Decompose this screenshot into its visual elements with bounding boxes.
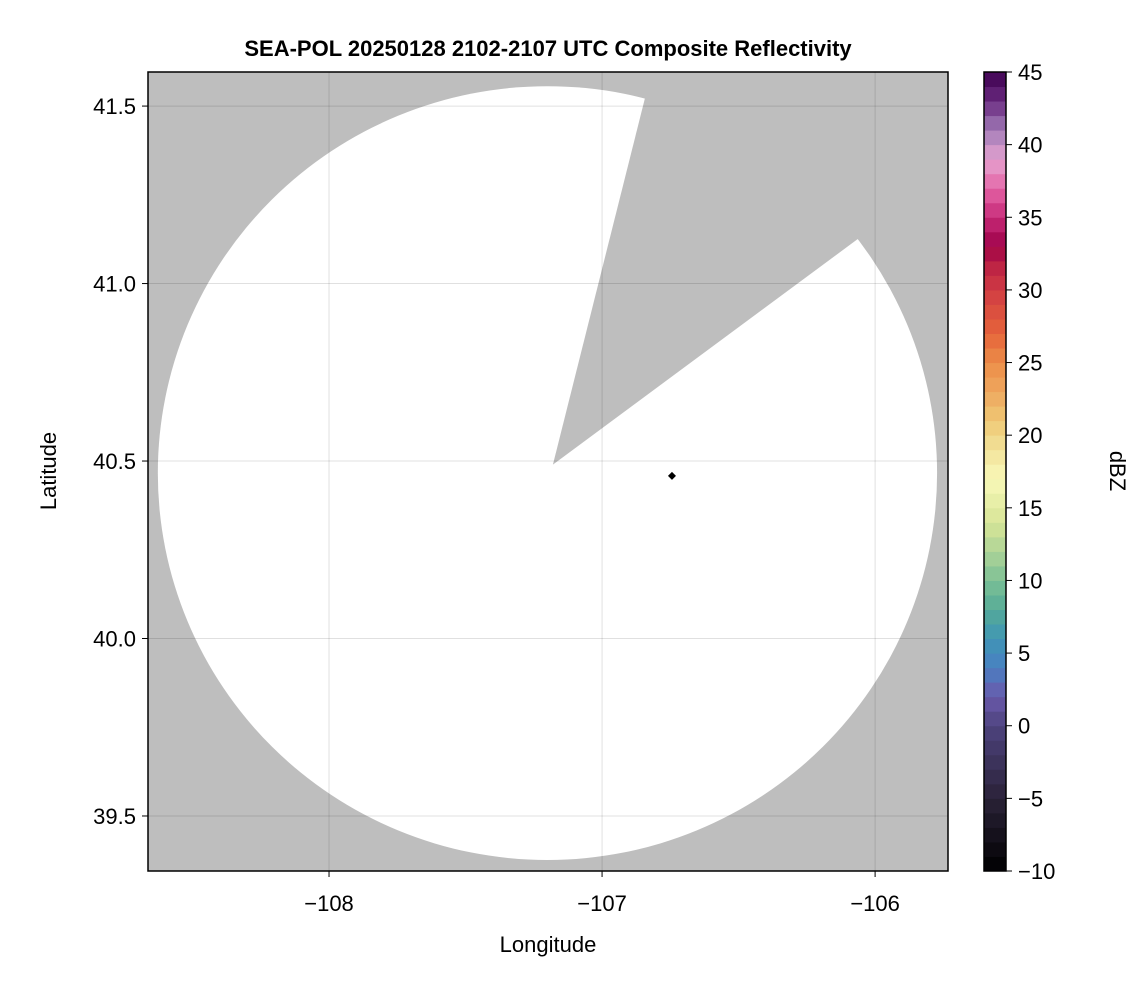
plot-frame	[147, 71, 949, 872]
colorbar-segment	[984, 594, 1006, 611]
y-tick-label: 41.0	[93, 272, 136, 297]
colorbar-segment	[984, 624, 1006, 640]
colorbar-tick-label: 10	[1018, 568, 1042, 593]
colorbar-frame	[983, 71, 1007, 872]
x-tick-label: −107	[577, 891, 627, 916]
colorbar-segment	[984, 551, 1006, 567]
colorbar-segment	[984, 115, 1006, 131]
colorbar-segment	[984, 769, 1006, 785]
colorbar-segment	[984, 609, 1006, 625]
colorbar-segment	[984, 638, 1006, 654]
colorbar-segment	[984, 493, 1006, 509]
colorbar-segment	[984, 449, 1006, 465]
colorbar-segment	[984, 827, 1006, 843]
colorbar-tick-label: 45	[1018, 60, 1042, 85]
plot-area	[147, 71, 949, 872]
colorbar-tick-label: 15	[1018, 496, 1042, 521]
colorbar-tick-label: −5	[1018, 786, 1043, 811]
colorbar-segment	[984, 391, 1006, 407]
colorbar-segment	[984, 246, 1006, 262]
colorbar-segment	[984, 667, 1006, 683]
colorbar-segment	[984, 754, 1006, 770]
colorbar-segment	[984, 435, 1006, 451]
chart-title: SEA-POL 20250128 2102-2107 UTC Composite…	[244, 36, 852, 61]
colorbar-tick-label: 40	[1018, 133, 1042, 158]
colorbar-segment	[984, 362, 1006, 378]
colorbar-segment	[984, 696, 1006, 712]
colorbar-segment	[984, 377, 1006, 393]
colorbar-tick-label: −10	[1018, 859, 1055, 884]
colorbar-segment	[984, 783, 1006, 799]
colorbar-segment	[984, 682, 1006, 698]
x-tick-label: −106	[850, 891, 900, 916]
colorbar-tick-label: 30	[1018, 278, 1042, 303]
colorbar-segment	[984, 275, 1006, 291]
colorbar: −10 −5 0 5 10 15 20 25 30 35 40 45	[983, 60, 1055, 884]
colorbar-tick-label: 35	[1018, 205, 1042, 230]
colorbar-tick-label: 20	[1018, 423, 1042, 448]
colorbar-tick-label: 25	[1018, 351, 1042, 376]
colorbar-segment	[984, 856, 1006, 872]
colorbar-segment	[984, 130, 1006, 146]
colorbar-segment	[984, 144, 1006, 160]
colorbar-tick-label: 5	[1018, 641, 1030, 666]
colorbar-segment	[984, 304, 1006, 320]
colorbar-segment	[984, 812, 1006, 828]
colorbar-segment	[984, 231, 1006, 247]
colorbar-segment	[984, 653, 1006, 669]
x-axis-label: Longitude	[500, 932, 597, 957]
colorbar-segment	[984, 420, 1006, 436]
colorbar-label: dBZ	[1105, 451, 1130, 491]
colorbar-segment	[984, 406, 1006, 422]
y-axis-label: Latitude	[36, 432, 61, 510]
x-axis: −108 −107 −106	[304, 871, 900, 916]
colorbar-segment	[984, 188, 1006, 204]
data-point-marker	[667, 471, 676, 480]
colorbar-segment	[984, 159, 1006, 175]
plot-layer	[148, 72, 948, 871]
y-tick-label: 39.5	[93, 804, 136, 829]
colorbar-segment	[984, 217, 1006, 233]
y-tick-label: 40.0	[93, 627, 136, 652]
colorbar-segment	[984, 464, 1006, 480]
y-axis: 39.5 40.0 40.5 41.0 41.5	[93, 94, 148, 829]
blocked-sector	[552, 72, 948, 465]
colorbar-segment	[984, 522, 1006, 538]
colorbar-segment	[984, 565, 1006, 581]
x-tick-label: −108	[304, 891, 354, 916]
colorbar-segment	[984, 260, 1006, 276]
colorbar-segment	[984, 507, 1006, 523]
colorbar-segment	[984, 72, 1006, 88]
colorbar-segment	[984, 711, 1006, 727]
colorbar-segment	[984, 536, 1006, 552]
colorbar-segment	[984, 580, 1006, 596]
colorbar-tick-label: 0	[1018, 714, 1030, 739]
colorbar-segment	[984, 798, 1006, 814]
colorbar-segment	[984, 841, 1006, 857]
y-tick-label: 41.5	[93, 94, 136, 119]
colorbar-segment	[984, 740, 1006, 756]
colorbar-segment	[984, 173, 1006, 189]
colorbar-segment	[984, 478, 1006, 494]
colorbar-segment	[984, 289, 1006, 305]
colorbar-segment	[984, 86, 1006, 102]
y-tick-label: 40.5	[93, 449, 136, 474]
colorbar-segment	[984, 202, 1006, 218]
colorbar-segment	[984, 725, 1006, 741]
colorbar-segment	[984, 348, 1006, 364]
colorbar-segment	[984, 318, 1006, 334]
colorbar-segment	[984, 333, 1006, 349]
colorbar-segment	[984, 101, 1006, 117]
